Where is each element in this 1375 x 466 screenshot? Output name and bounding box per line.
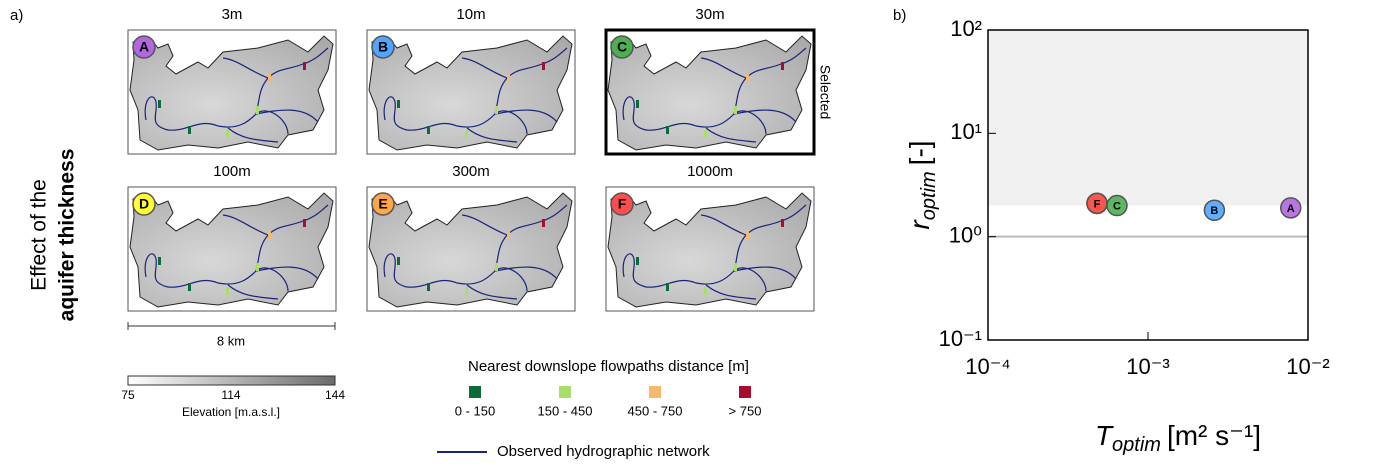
legend-label: 450 - 750 [628,403,683,418]
flowpath [636,100,639,108]
flowpath [256,263,259,271]
elevation-tick: 144 [325,388,345,402]
y-tick-label: 10¹ [950,119,982,144]
flowpath [158,100,161,108]
flowpath [704,130,707,138]
legend-swatch [649,386,661,398]
elevation-bar [128,376,335,385]
flowpath [542,219,545,227]
flowpath [268,231,271,239]
shaded-region [988,30,1308,206]
map [367,30,575,154]
legend-label: 0 - 150 [455,403,495,418]
map [367,187,575,311]
flowpath [734,106,737,114]
map-title: 300m [452,163,490,180]
flowpath-title: Nearest downslope flowpaths distance [m] [468,358,749,375]
side-title: Effect of the [28,179,51,291]
flowpath [158,257,161,265]
flowpath [495,106,498,114]
y-tick-label: 10² [950,16,982,41]
scale-label: 8 km [217,333,245,348]
flowpath [666,126,669,134]
flowpath [636,257,639,265]
flowpath [256,106,259,114]
flowpath [666,283,669,291]
legend-swatch [739,386,751,398]
flowpath [734,263,737,271]
map [128,30,336,154]
selected-label: Selected [817,65,833,119]
label-part: optim [1112,434,1161,456]
flowpath [465,287,468,295]
flowpath [746,74,749,82]
legend-swatch [559,386,571,398]
flowpath [781,219,784,227]
point-label: F [1094,198,1101,210]
flowpath [226,130,229,138]
flowpath [303,62,306,70]
map [128,187,336,311]
map-badge-label: B [378,39,388,55]
map-title: 100m [213,163,251,180]
map [606,30,814,154]
flowpath [507,231,510,239]
elevation-tick: 114 [221,388,240,402]
legend-label: > 750 [729,403,762,418]
map-title: 10m [456,6,485,23]
flowpath [397,257,400,265]
flowpath [188,126,191,134]
label-part: [m² s⁻¹] [1167,420,1261,451]
map-badge-label: E [378,196,387,212]
flowpath [226,287,229,295]
y-tick-label: 10⁰ [949,222,982,247]
flowpath [188,283,191,291]
map-badge-label: D [139,196,149,212]
map [606,187,814,311]
point-label: B [1210,205,1218,217]
flowpath [427,126,430,134]
flowpath [495,263,498,271]
y-tick-label: 10⁻¹ [939,326,982,351]
x-tick-label: 10⁻³ [1126,354,1169,379]
elevation-title: Elevation [m.a.s.l.] [182,405,280,419]
flowpath [397,100,400,108]
network-label: Observed hydrographic network [497,443,710,460]
flowpath [746,231,749,239]
y-axis-label: roptim[-] [904,140,940,229]
x-tick-label: 10⁻⁴ [965,354,1011,379]
elevation-tick: 75 [121,388,135,402]
map-badge-label: A [139,39,149,55]
map-title: 3m [222,6,243,23]
map-badge-label: F [618,196,627,212]
flowpath [704,287,707,295]
x-tick-label: 10⁻² [1286,354,1329,379]
legend-swatch [469,386,481,398]
legend-label: 150 - 450 [538,403,593,418]
point-label: C [1113,200,1121,212]
flowpath [507,74,510,82]
map-title: 30m [695,6,724,23]
flowpath [542,62,545,70]
flowpath [427,283,430,291]
map-badge-label: C [617,39,627,55]
map-title: 1000m [687,163,733,180]
flowpath [303,219,306,227]
label-part: [-] [904,140,935,165]
panel-label: b) [893,7,906,24]
x-axis-label: Toptim[m² s⁻¹] [1095,420,1261,456]
point-label: A [1287,203,1295,215]
flowpath [465,130,468,138]
figure: a) Effect of the aquifer thickness b) 8 … [0,0,1375,466]
flowpath [781,62,784,70]
label-part: optim [918,171,940,220]
side-title: aquifer thickness [56,149,79,322]
flowpath [268,74,271,82]
panel-label: a) [10,7,23,24]
